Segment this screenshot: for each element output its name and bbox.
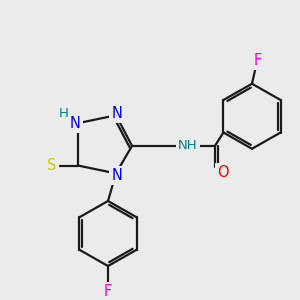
Text: N: N [112, 106, 122, 121]
Text: NH: NH [178, 139, 198, 152]
Text: F: F [104, 284, 112, 299]
Text: O: O [217, 165, 229, 180]
Text: N: N [70, 116, 80, 131]
Text: F: F [254, 52, 262, 68]
Text: H: H [59, 107, 69, 120]
Text: N: N [112, 168, 122, 183]
Text: S: S [47, 158, 57, 173]
